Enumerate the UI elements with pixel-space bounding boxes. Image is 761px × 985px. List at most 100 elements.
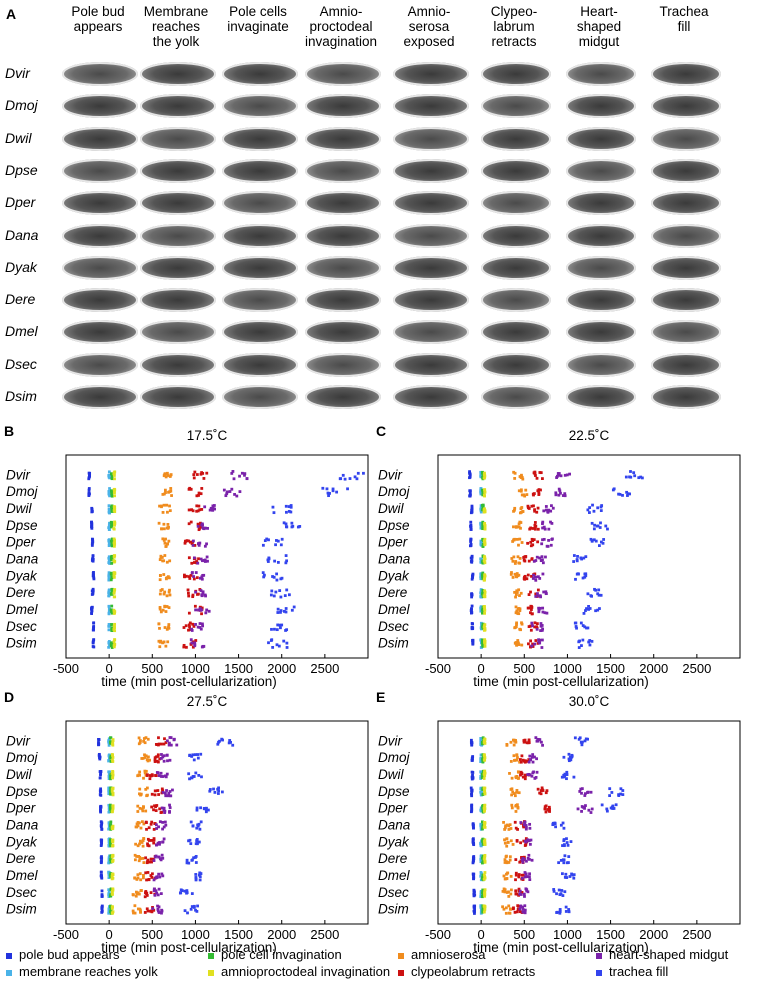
data-point [516,908,520,911]
data-point [526,857,530,860]
data-point [204,611,208,615]
data-point [533,777,537,780]
data-point [640,476,644,480]
data-point [284,561,288,565]
data-point [469,738,473,742]
data-point [162,742,166,746]
data-point [519,510,523,514]
data-point [471,639,474,642]
data-point [109,888,113,891]
data-point [471,773,474,777]
species-label: Dper [378,801,408,816]
data-point [565,876,569,879]
embryo-image [393,320,469,345]
data-point [573,621,577,625]
species-label: Dmoj [378,484,411,499]
data-point [151,908,155,912]
data-point [515,839,519,842]
data-point [163,541,167,545]
data-point [201,472,205,475]
data-point [509,839,513,843]
data-point [110,554,114,558]
data-point [110,787,114,791]
data-point [110,491,113,495]
data-point [202,526,205,530]
data-point [556,910,559,914]
data-point [514,826,518,830]
embryo-image [62,320,138,345]
embryo-image [393,288,469,313]
data-point [100,889,104,893]
data-point [147,878,151,882]
data-point [136,810,140,813]
data-point [517,873,521,876]
data-point [150,792,154,796]
data-point [562,775,566,779]
data-point [516,640,520,644]
species-label: Dana [378,818,411,833]
species-label: Dmoj [6,484,39,499]
data-point [481,769,485,773]
data-point [482,754,486,757]
data-point [145,773,149,777]
data-point [481,741,485,744]
data-point [131,909,135,913]
data-point [480,540,483,544]
data-point [518,609,522,613]
data-point [107,474,111,478]
data-point [108,871,111,875]
data-point [481,905,485,909]
chart-title: 22.5˚C [569,428,610,443]
data-point [480,574,484,577]
species-label: Dmel [6,868,39,883]
data-point [153,822,157,825]
data-point [479,808,483,812]
data-point [481,823,485,827]
data-point [481,772,485,776]
data-point [199,608,202,612]
stage-title-line: Pole cells [229,4,287,19]
data-point [479,760,483,764]
legend-label: pole bud appears [19,947,120,962]
data-point [470,794,474,798]
data-point [516,756,519,759]
data-point [514,873,518,877]
data-point [473,907,476,911]
data-point [596,608,600,612]
data-point [110,907,114,910]
data-point [152,887,156,891]
data-point [535,593,539,597]
species-label: Dsim [6,636,37,651]
data-point [579,740,583,744]
data-point [483,769,487,773]
data-point [523,857,526,861]
data-point [481,638,485,642]
data-point [567,759,571,763]
data-point [504,855,508,859]
data-point [481,543,485,546]
data-point [529,628,533,632]
data-point [593,587,596,591]
data-point [88,474,91,478]
data-point [481,820,484,824]
data-point [162,754,166,758]
data-point [137,742,141,746]
data-point [530,557,534,561]
data-point [549,543,553,547]
data-point [184,539,187,543]
x-tick-label: 2500 [310,927,339,942]
data-point [575,626,578,630]
data-point [483,756,487,759]
data-point [147,839,151,842]
data-point [137,892,141,896]
data-point [590,807,594,811]
data-point [113,595,117,599]
data-point [479,844,483,848]
data-point [472,842,476,845]
data-point [109,854,113,858]
data-point [153,804,156,808]
data-point [535,555,539,559]
panel-a-letter: A [6,6,17,22]
data-point [143,769,147,773]
data-point [512,906,515,910]
